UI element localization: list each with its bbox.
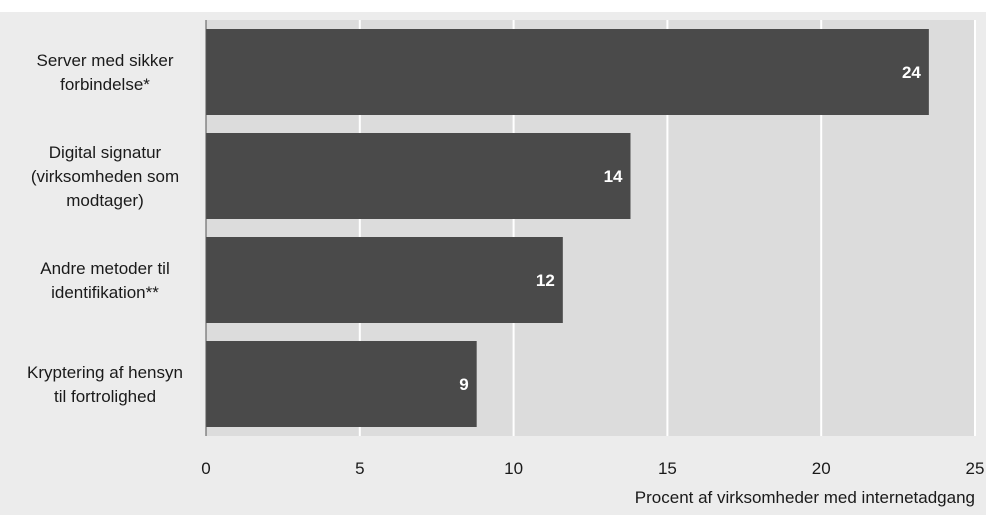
category-label: Andre metoder til identifikation** (40, 259, 169, 302)
x-tick-label: 10 (504, 459, 523, 478)
x-tick-label: 20 (812, 459, 831, 478)
x-tick-label: 15 (658, 459, 677, 478)
data-label: 24 (902, 63, 921, 82)
x-tick-label: 25 (966, 459, 985, 478)
category-labels: Server med sikker forbindelse* Digital sig… (27, 51, 183, 406)
x-tick-label: 0 (201, 459, 210, 478)
category-label: Server med sikker forbindelse* (37, 51, 174, 94)
x-tick-label: 5 (355, 459, 364, 478)
bar (206, 341, 477, 427)
category-label-line: identifikation** (51, 283, 159, 302)
category-label: Kryptering af hensyn til fortrolighed (27, 363, 183, 406)
data-label: 12 (536, 271, 555, 290)
bar (206, 133, 631, 219)
category-label-line: forbindelse* (60, 75, 150, 94)
category-label-line: Digital signatur (49, 143, 162, 162)
bar (206, 29, 929, 115)
x-tick-labels: 0 5 10 15 20 25 (201, 459, 984, 478)
category-label-line: til fortrolighed (54, 387, 156, 406)
category-label-line: modtager) (66, 191, 143, 210)
bars: 24 14 12 9 (206, 29, 929, 427)
category-label-line: Server med sikker (37, 51, 174, 70)
bar (206, 237, 563, 323)
x-axis-title: Procent af virksomheder med internetadga… (635, 488, 975, 507)
data-label: 9 (459, 375, 468, 394)
data-label: 14 (604, 167, 623, 186)
category-label-line: Andre metoder til (40, 259, 169, 278)
category-label-line: (virksomheden som (31, 167, 179, 186)
category-label: Digital signatur (virksomheden som modtage… (31, 143, 179, 210)
category-label-line: Kryptering af hensyn (27, 363, 183, 382)
